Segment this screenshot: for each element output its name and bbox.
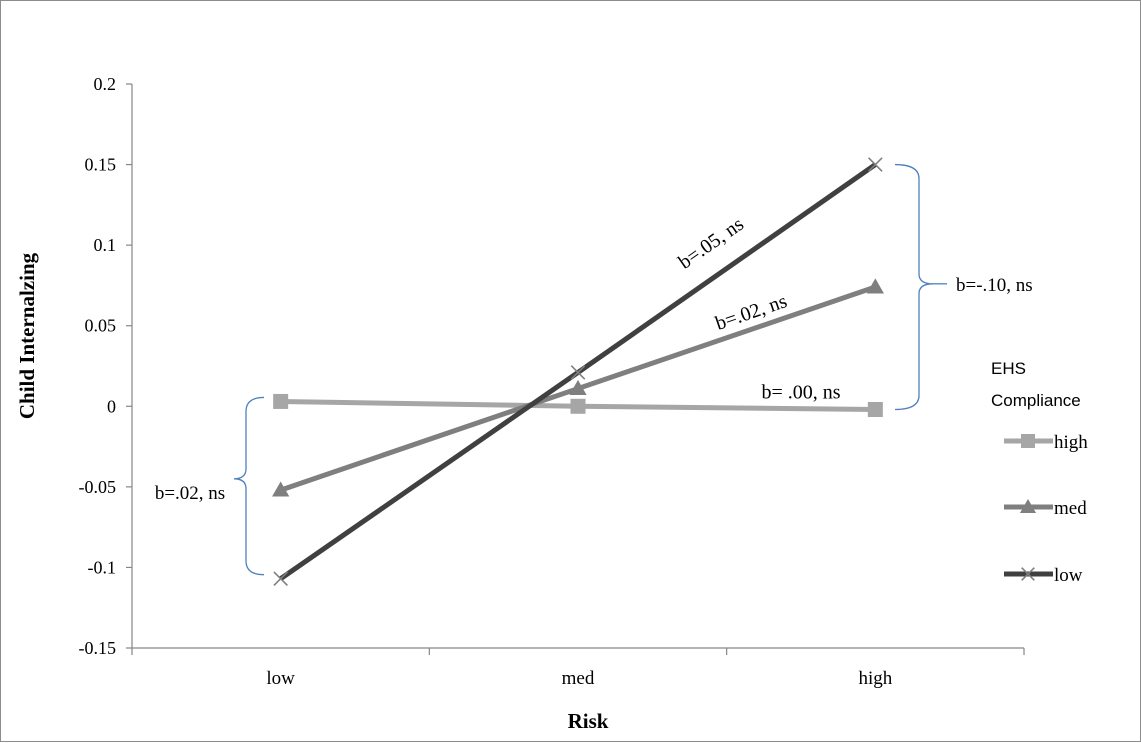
y-tick-label: 0.2	[94, 74, 117, 94]
y-tick-labels: 0.2 0.15 0.1 0.05 0 -0.05 -0.1 -0.15	[79, 74, 117, 658]
bracket-label-low: b=.02, ns	[155, 483, 225, 504]
series-lines	[272, 157, 884, 587]
legend-marker	[1021, 567, 1035, 581]
data-point-low-high	[868, 157, 883, 172]
y-axis-label: Child Internalzing	[15, 252, 39, 419]
data-point-high-low	[273, 393, 289, 409]
legend-item-med: med	[1004, 498, 1087, 519]
y-tick-label: 0	[107, 396, 116, 416]
data-point-low-low	[273, 571, 288, 587]
slope-label-low: b=.05, ns	[675, 213, 748, 274]
data-point-high-high	[867, 402, 883, 418]
bracket-label-high: b=-.10, ns	[956, 275, 1033, 296]
x-tick-labels: low med high	[266, 668, 892, 689]
bracket-right	[894, 163, 934, 411]
y-tick-label: -0.15	[79, 638, 117, 658]
legend-item-high: high	[1004, 432, 1088, 453]
x-tick-label: high	[858, 668, 892, 689]
x-axis-label: Risk	[568, 709, 609, 733]
y-tick-label: 0.05	[85, 316, 117, 336]
y-tick-label: -0.1	[88, 557, 117, 577]
data-point-high-med	[570, 398, 586, 414]
x-tick-label: low	[266, 668, 295, 689]
legend-marker	[1019, 498, 1037, 514]
x-tick-label: med	[562, 668, 595, 689]
y-tick-label: 0.15	[85, 155, 117, 175]
axes	[126, 83, 1025, 655]
data-point-med-high	[866, 278, 884, 294]
legend: EHS Compliance high med low	[991, 359, 1088, 586]
bracket-left	[233, 396, 265, 576]
data-point-med-low	[272, 481, 290, 497]
legend-marker	[1021, 434, 1035, 448]
data-point-med-med	[569, 379, 587, 396]
legend-title-line1: EHS	[991, 359, 1026, 378]
legend-label: med	[1054, 498, 1087, 519]
y-tick-label: -0.05	[79, 477, 117, 497]
data-point-low-med	[570, 365, 586, 380]
legend-label: low	[1054, 565, 1083, 586]
legend-label: high	[1054, 432, 1088, 453]
legend-item-low: low	[1004, 565, 1083, 586]
slope-label-high: b= .00, ns	[761, 382, 840, 404]
legend-title-line2: Compliance	[991, 391, 1081, 410]
comparison-brackets: b=.02, ns b=-.10, ns	[155, 163, 1033, 576]
y-tick-label: 0.1	[94, 235, 117, 255]
